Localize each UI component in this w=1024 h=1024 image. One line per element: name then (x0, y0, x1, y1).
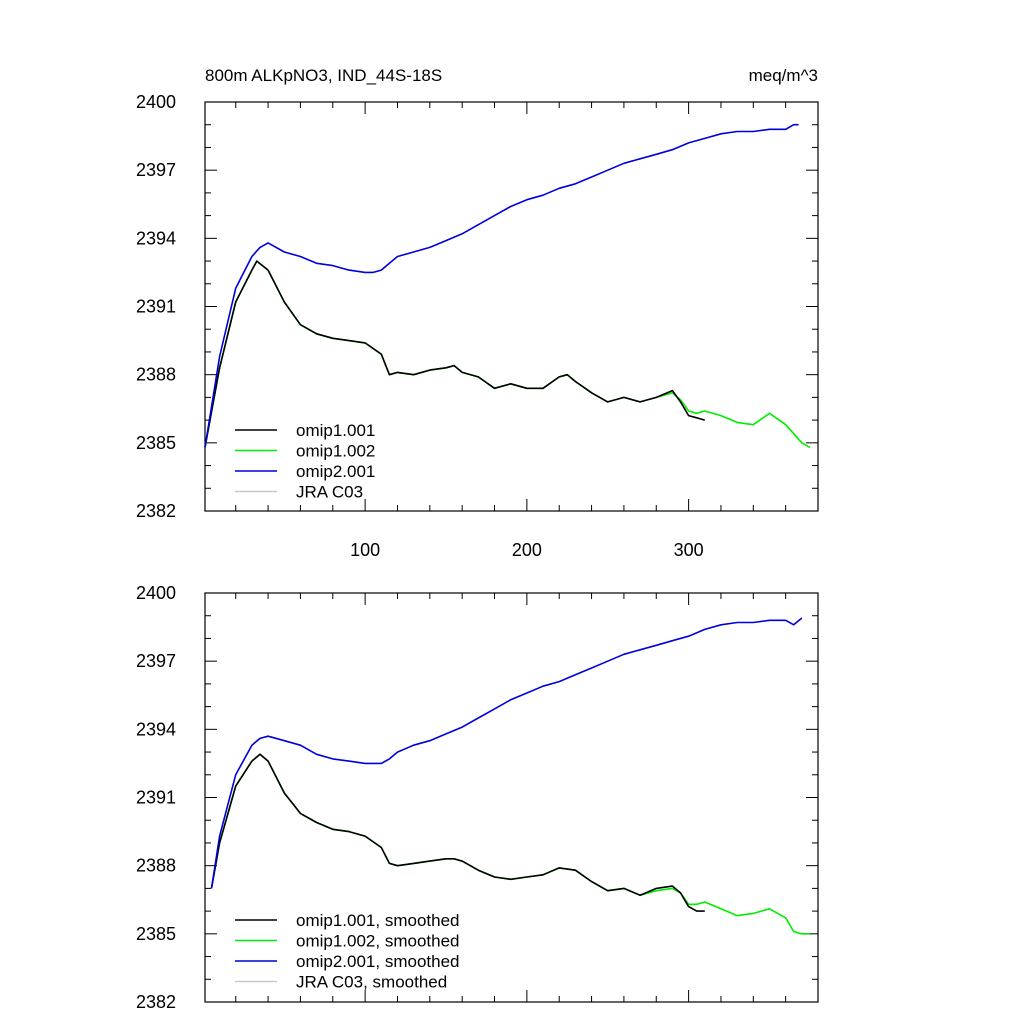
y-tick-label: 2394 (136, 719, 176, 739)
top-panel: 2382 2385 2388 2391 2394 2397 2400 100 200 300 omi… (136, 92, 819, 560)
legend-label: JRA C03 (296, 483, 363, 502)
y-tick-label: 2388 (136, 856, 176, 876)
y-tick-label: 2388 (136, 365, 176, 385)
bottom-panel: 2382 2385 2388 2391 2394 2397 2400 omip1.001, s… (136, 583, 819, 1012)
units-label: meq/m^3 (749, 66, 818, 85)
y-tick-label: 2385 (136, 924, 176, 944)
series-line-omip2-001-smoothed (210, 617, 803, 889)
legend-label: omip2.001 (296, 462, 375, 481)
legend-label: JRA C03, smoothed (296, 973, 447, 992)
series-line-omip1-001-smoothed (210, 753, 705, 912)
legend-label: omip1.002, smoothed (296, 932, 460, 951)
y-tick-label: 2400 (136, 92, 176, 112)
series-line-omip2-001 (204, 123, 799, 448)
legend-label: omip1.001, smoothed (296, 911, 460, 930)
chart-title: 800m ALKpNO3, IND_44S-18S (205, 66, 442, 85)
y-tick-label: 2397 (136, 160, 176, 180)
y-tick-label: 2382 (136, 501, 176, 521)
y-tick-label: 2385 (136, 433, 176, 453)
y-tick-label: 2391 (136, 297, 176, 317)
x-tick-label: 100 (350, 540, 380, 560)
y-tick-label: 2391 (136, 788, 176, 808)
y-tick-label: 2397 (136, 651, 176, 671)
legend-label: omip1.002 (296, 442, 375, 461)
y-tick-label: 2394 (136, 228, 176, 248)
legend-label: omip2.001, smoothed (296, 952, 460, 971)
x-tick-label: 200 (512, 540, 542, 560)
legend-label: omip1.001 (296, 421, 375, 440)
y-tick-label: 2382 (136, 992, 176, 1012)
series-line-omip1-002 (204, 260, 811, 449)
series-line-omip1-001 (204, 260, 706, 448)
y-tick-label: 2400 (136, 583, 176, 603)
x-tick-label: 300 (674, 540, 704, 560)
series-line-omip1-002-smoothed (210, 753, 810, 935)
